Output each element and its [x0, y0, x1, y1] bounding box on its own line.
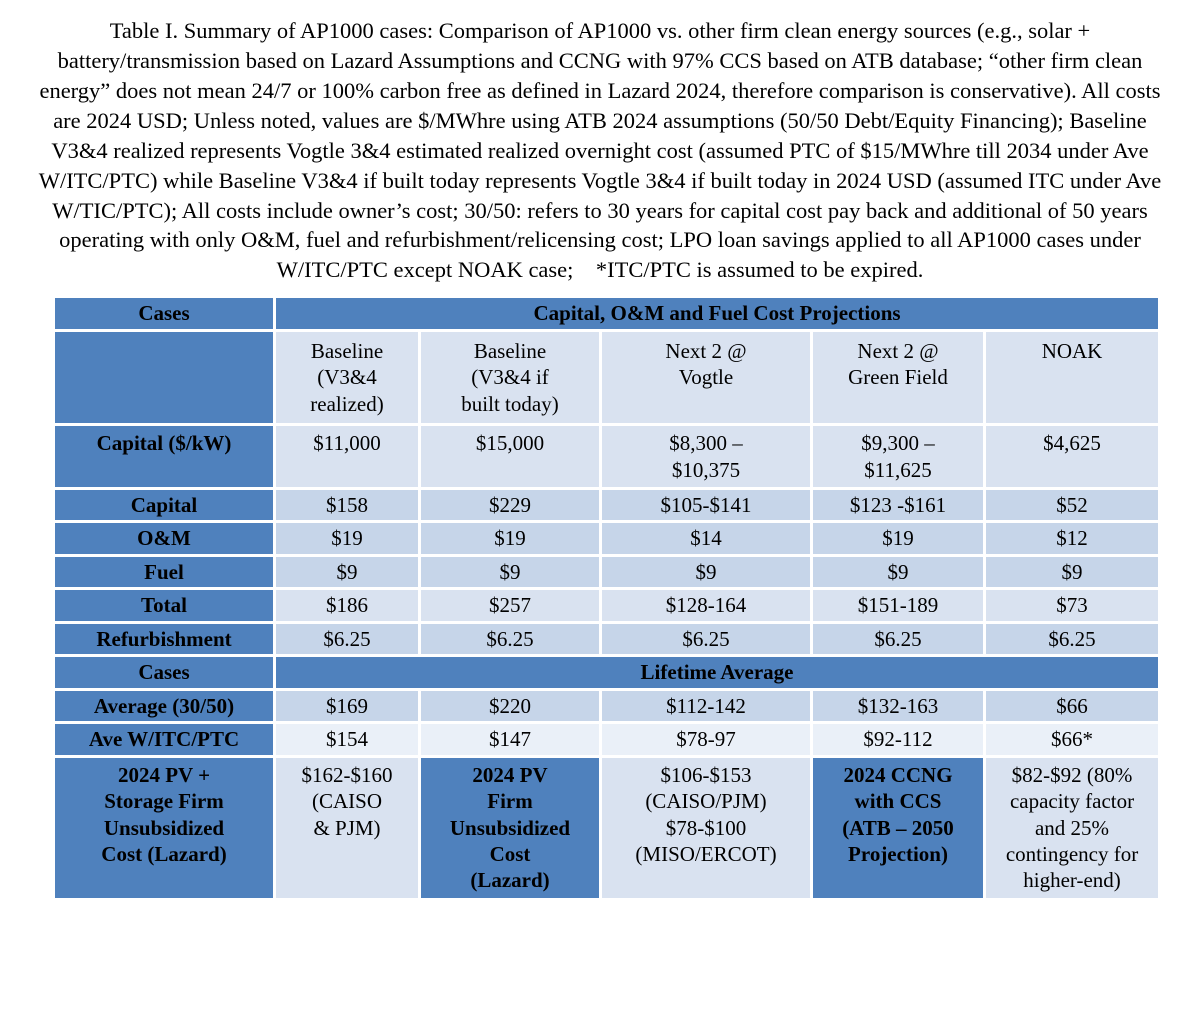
cell: $105-$141	[602, 490, 810, 521]
label-ccng-ccs: 2024 CCNG with CCS (ATB – 2050 Projectio…	[813, 757, 983, 898]
cell: $14	[602, 523, 810, 554]
cell: $19	[813, 523, 983, 554]
cell: $78-97	[602, 724, 810, 755]
cell: $4,625	[986, 426, 1159, 488]
ap1000-cost-table: Cases Capital, O&M and Fuel Cost Project…	[52, 295, 1161, 901]
cell-pv-firm-value: $106-$153 (CAISO/PJM) $78-$100 (MISO/ERC…	[602, 757, 810, 898]
cases-corner-empty	[55, 331, 273, 424]
cell: $6.25	[276, 623, 418, 655]
cell: $9	[421, 556, 599, 588]
table-row-om: O&M $19 $19 $14 $19 $12	[55, 523, 1159, 554]
cell: $92-112	[813, 724, 983, 755]
cell: $169	[276, 690, 418, 722]
section2-header-row: Cases Lifetime Average	[55, 657, 1159, 688]
cell: $123 -$161	[813, 490, 983, 521]
table-row-ave-witcptc: Ave W/ITC/PTC $154 $147 $78-97 $92-112 $…	[55, 724, 1159, 755]
column-header-row: Baseline (V3&4 realized) Baseline (V3&4 …	[55, 331, 1159, 424]
cell: $128-164	[602, 590, 810, 621]
cell: $19	[276, 523, 418, 554]
document-page: Table I. Summary of AP1000 cases: Compar…	[0, 16, 1200, 901]
cell: $9	[813, 556, 983, 588]
cell: $12	[986, 523, 1159, 554]
cell: $6.25	[602, 623, 810, 655]
row-label: Average (30/50)	[55, 690, 273, 722]
table-row-total: Total $186 $257 $128-164 $151-189 $73	[55, 590, 1159, 621]
cell: $6.25	[813, 623, 983, 655]
cell-ccng-ccs-value: $82-$92 (80% capacity factor and 25% con…	[986, 757, 1159, 898]
cell: $8,300 – $10,375	[602, 426, 810, 488]
col-header-noak: NOAK	[986, 331, 1159, 424]
row-label: Refurbishment	[55, 623, 273, 655]
col-header-baseline-realized: Baseline (V3&4 realized)	[276, 331, 418, 424]
cell: $9,300 – $11,625	[813, 426, 983, 488]
cell: $19	[421, 523, 599, 554]
cell: $220	[421, 690, 599, 722]
table-caption: Table I. Summary of AP1000 cases: Compar…	[38, 18, 1167, 283]
cell: $9	[276, 556, 418, 588]
cell: $257	[421, 590, 599, 621]
col-header-baseline-today: Baseline (V3&4 if built today)	[421, 331, 599, 424]
table-row-fuel: Fuel $9 $9 $9 $9 $9	[55, 556, 1159, 588]
cell: $15,000	[421, 426, 599, 488]
cell: $9	[986, 556, 1159, 588]
row-label: Capital ($/kW)	[55, 426, 273, 488]
cell: $229	[421, 490, 599, 521]
cell: $11,000	[276, 426, 418, 488]
row-label-pv-storage: 2024 PV + Storage Firm Unsubsidized Cost…	[55, 757, 273, 898]
cell: $52	[986, 490, 1159, 521]
table-row-average-3050: Average (30/50) $169 $220 $112-142 $132-…	[55, 690, 1159, 722]
cell: $66	[986, 690, 1159, 722]
table-row-capital-kw: Capital ($/kW) $11,000 $15,000 $8,300 – …	[55, 426, 1159, 488]
row-label: Ave W/ITC/PTC	[55, 724, 273, 755]
section2-title: Lifetime Average	[276, 657, 1159, 688]
section1-header-row: Cases Capital, O&M and Fuel Cost Project…	[55, 298, 1159, 329]
cell: $147	[421, 724, 599, 755]
cell: $154	[276, 724, 418, 755]
section1-title: Capital, O&M and Fuel Cost Projections	[276, 298, 1159, 329]
cell: $132-163	[813, 690, 983, 722]
cell: $112-142	[602, 690, 810, 722]
cell: $151-189	[813, 590, 983, 621]
cell: $6.25	[421, 623, 599, 655]
row-label: Capital	[55, 490, 273, 521]
cases-mid-label: Cases	[55, 657, 273, 688]
label-pv-firm: 2024 PV Firm Unsubsidized Cost (Lazard)	[421, 757, 599, 898]
row-label: Fuel	[55, 556, 273, 588]
row-label: Total	[55, 590, 273, 621]
table-row-refurbishment: Refurbishment $6.25 $6.25 $6.25 $6.25 $6…	[55, 623, 1159, 655]
cell: $186	[276, 590, 418, 621]
col-header-next2-greenfield: Next 2 @ Green Field	[813, 331, 983, 424]
row-label: O&M	[55, 523, 273, 554]
cell: $158	[276, 490, 418, 521]
cell: $9	[602, 556, 810, 588]
cell-pv-storage-value: $162-$160 (CAISO & PJM)	[276, 757, 418, 898]
table-row-capital: Capital $158 $229 $105-$141 $123 -$161 $…	[55, 490, 1159, 521]
cell: $73	[986, 590, 1159, 621]
cases-corner-label: Cases	[55, 298, 273, 329]
col-header-next2-vogtle: Next 2 @ Vogtle	[602, 331, 810, 424]
cell: $66*	[986, 724, 1159, 755]
cell: $6.25	[986, 623, 1159, 655]
table-row-2024-comparisons: 2024 PV + Storage Firm Unsubsidized Cost…	[55, 757, 1159, 898]
